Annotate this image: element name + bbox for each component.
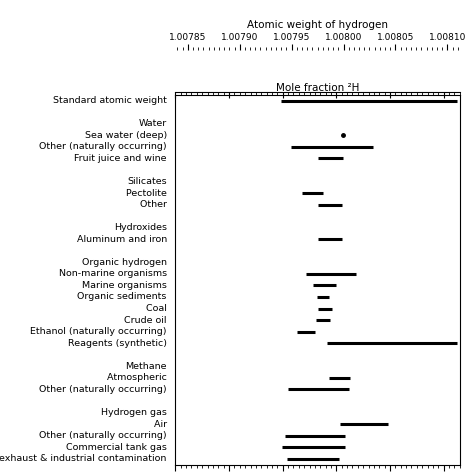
Text: Methane: Methane [125, 362, 167, 371]
Text: Auto exhaust & industrial contamination: Auto exhaust & industrial contamination [0, 454, 167, 463]
Text: Fruit juice and wine: Fruit juice and wine [72, 154, 167, 163]
Text: Aluminum and iron: Aluminum and iron [73, 235, 167, 244]
Text: Commercial tank gas: Commercial tank gas [63, 443, 167, 452]
Text: Coal: Coal [143, 304, 167, 313]
Text: Hydrogen gas: Hydrogen gas [101, 408, 167, 417]
Text: Non-marine organisms: Non-marine organisms [56, 269, 167, 278]
Text: Air: Air [151, 419, 167, 428]
Text: Atmospheric: Atmospheric [104, 374, 167, 383]
Text: Crude oil: Crude oil [121, 316, 167, 325]
Text: Water: Water [138, 119, 167, 128]
Text: Pectolite: Pectolite [123, 189, 167, 198]
Text: Reagents (synthetic): Reagents (synthetic) [65, 339, 167, 348]
X-axis label: Atomic weight of hydrogen: Atomic weight of hydrogen [247, 19, 388, 29]
Text: Other (naturally occurring): Other (naturally occurring) [36, 431, 167, 440]
Text: Sea water (deep): Sea water (deep) [82, 131, 167, 140]
Text: Organic sediments: Organic sediments [74, 292, 167, 301]
Text: Marine organisms: Marine organisms [79, 281, 167, 290]
Text: Silicates: Silicates [127, 177, 167, 186]
Text: Hydroxides: Hydroxides [114, 223, 167, 232]
Text: Other (naturally occurring): Other (naturally occurring) [36, 385, 167, 394]
Text: Other (naturally occurring): Other (naturally occurring) [36, 142, 167, 151]
Text: Other: Other [137, 200, 167, 209]
Text: Mole fraction ²H: Mole fraction ²H [276, 83, 359, 93]
Text: Ethanol (naturally occurring): Ethanol (naturally occurring) [27, 327, 167, 336]
Text: Standard atomic weight: Standard atomic weight [53, 96, 167, 105]
Text: Organic hydrogen: Organic hydrogen [82, 258, 167, 267]
